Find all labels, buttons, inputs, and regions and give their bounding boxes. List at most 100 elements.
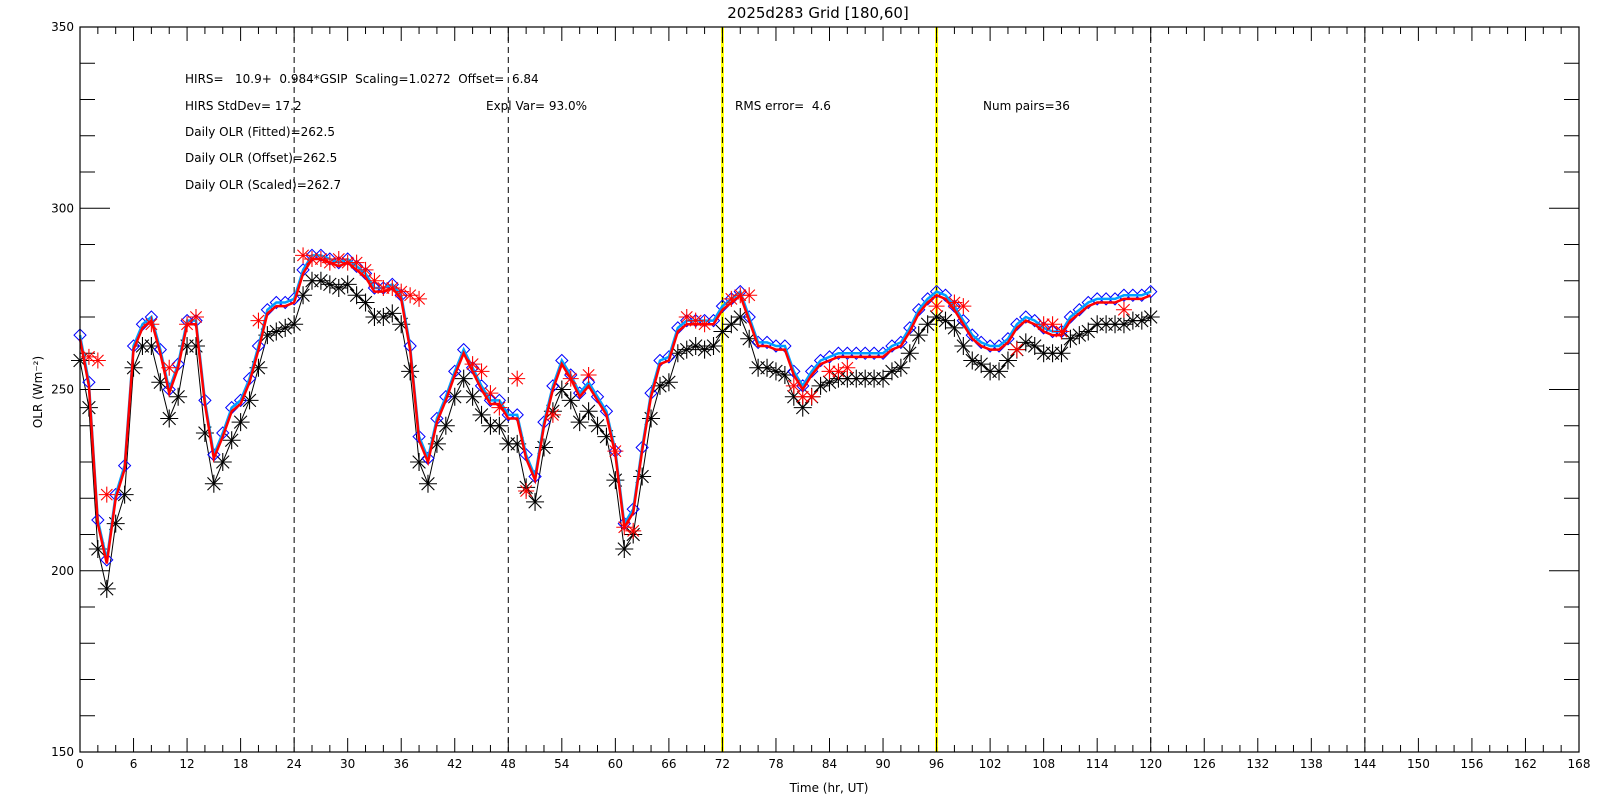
gsip-point — [713, 322, 732, 341]
hirs-point — [482, 385, 499, 402]
gsip-point — [160, 409, 179, 428]
hirs-point — [491, 399, 508, 416]
fitted-point — [858, 346, 872, 360]
gsip-point — [909, 326, 928, 345]
fitted-point — [929, 284, 944, 299]
gsip-point — [936, 311, 955, 330]
x-tick-label: 36 — [394, 757, 409, 771]
fitted-point — [867, 346, 881, 360]
gsip-point — [1141, 308, 1160, 326]
x-tick-label: 102 — [979, 757, 1002, 771]
gsip-point — [186, 337, 205, 355]
x-tick-label: 156 — [1460, 757, 1483, 771]
gsip-point — [213, 453, 232, 471]
gsip-point — [731, 308, 750, 326]
gsip-point — [356, 293, 375, 312]
x-tick-label: 96 — [929, 757, 944, 771]
gsip-point — [659, 373, 678, 392]
gsip-point — [472, 405, 491, 424]
x-tick-label: 138 — [1300, 757, 1323, 771]
gsip-point — [195, 424, 214, 442]
fitted-point — [1144, 284, 1158, 299]
gsip-point — [990, 362, 1009, 381]
fitted-point — [287, 292, 301, 306]
x-tick-label: 150 — [1407, 757, 1430, 771]
gsip-point — [169, 387, 188, 406]
gsip-point — [945, 318, 964, 337]
hirs-point — [785, 377, 802, 394]
hirs-point — [580, 367, 597, 383]
gsip-point — [874, 369, 893, 388]
gsip-point — [766, 362, 785, 381]
hirs-point — [821, 363, 838, 380]
annotation-rms-error: RMS error= 4.6 — [735, 99, 831, 113]
gsip-point — [588, 416, 607, 435]
fitted-point — [1090, 292, 1104, 306]
annotation-stddev: HIRS StdDev= 17.2 — [185, 99, 302, 113]
hirs-point — [98, 486, 115, 503]
hirs-point — [839, 359, 856, 376]
x-tick-label: 54 — [554, 757, 569, 771]
gsip-point — [704, 337, 723, 355]
y-tick-label: 250 — [51, 383, 74, 397]
x-tick-label: 30 — [340, 757, 355, 771]
y-axis-label: OLR (Wm⁻²) — [31, 356, 45, 428]
x-tick-label: 66 — [661, 757, 676, 771]
fitted-point — [1099, 292, 1113, 306]
x-tick-label: 144 — [1353, 757, 1376, 771]
gsip-point — [972, 355, 991, 374]
gsip-point — [900, 344, 919, 363]
fitted-point — [849, 346, 863, 360]
stats-annotations: HIRS= 10.9+ 0.984*GSIP Scaling=1.0272 Of… — [185, 72, 1070, 192]
hirs-point — [161, 359, 178, 376]
hirs-point — [509, 370, 526, 387]
x-tick-label: 12 — [179, 757, 194, 771]
gsip-point — [240, 391, 259, 410]
fitted-point — [840, 346, 855, 360]
gsip-point — [231, 413, 250, 432]
hirs-point — [89, 352, 106, 369]
fitted-point — [1019, 310, 1033, 324]
hirs-point — [411, 290, 428, 307]
annotation-daily-offset: Daily OLR (Offset)=262.5 — [185, 151, 337, 165]
fitted-point — [1117, 288, 1131, 302]
gsip-point — [115, 485, 134, 504]
gsip-point — [1052, 344, 1071, 363]
x-tick-label: 84 — [822, 757, 837, 771]
x-tick-label: 6 — [130, 757, 138, 771]
fitted-point — [680, 313, 694, 328]
x-tick-label: 42 — [447, 757, 462, 771]
hirs-point — [1044, 316, 1061, 333]
hirs-point — [375, 280, 392, 296]
gsip-point — [570, 413, 589, 432]
gsip-point — [606, 471, 625, 490]
x-tick-label: 0 — [76, 757, 84, 771]
gsip-point — [891, 358, 910, 377]
gsip-point — [561, 391, 580, 410]
gsip-point — [347, 286, 366, 305]
hirs-point — [473, 363, 490, 380]
gsip-point — [106, 514, 125, 533]
gsip-point — [222, 431, 241, 450]
gsip-point — [998, 351, 1017, 370]
fitted-point — [269, 295, 284, 310]
annotation-num-pairs: Num pairs=36 — [983, 99, 1070, 113]
annotation-regression: HIRS= 10.9+ 0.984*GSIP Scaling=1.0272 Of… — [185, 72, 539, 86]
hirs-point — [803, 388, 820, 405]
gsip-point — [579, 402, 598, 421]
gsip-point — [1016, 333, 1035, 352]
gsip-point — [1025, 337, 1044, 355]
chart-title: 2025d283 Grid [180,60] — [727, 4, 909, 22]
x-tick-label: 60 — [608, 757, 623, 771]
y-tick-label: 150 — [51, 745, 74, 759]
fitted-point — [1126, 288, 1140, 302]
hirs-point — [1115, 301, 1132, 318]
y-tick-label: 300 — [51, 201, 74, 215]
hirs-point — [357, 261, 374, 278]
gsip-point — [436, 416, 455, 435]
hirs-point — [741, 287, 758, 304]
gsip-point — [338, 275, 357, 294]
hirs-points — [80, 247, 1132, 539]
annotation-daily-scaled: Daily OLR (Scaled)=262.7 — [185, 178, 341, 192]
day-separator-lines — [293, 27, 1366, 752]
